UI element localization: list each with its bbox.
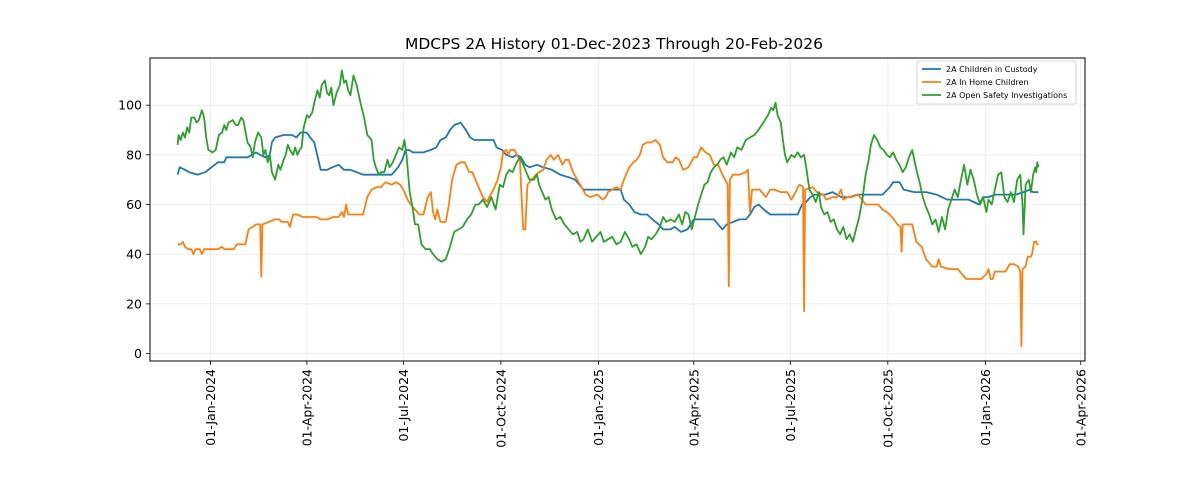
x-tick-label: 01-Jan-2024 [203, 369, 218, 446]
x-tick-label: 01-Oct-2024 [493, 369, 508, 448]
legend-label: 2A Open Safety Investigations [946, 91, 1067, 100]
x-tick-label: 01-Jan-2025 [591, 369, 606, 446]
series-lines [176, 69, 1040, 348]
y-tick-label: 40 [126, 247, 142, 262]
chart-title: MDCPS 2A History 01-Dec-2023 Through 20-… [405, 35, 823, 53]
x-tick-label: 01-Apr-2024 [299, 369, 314, 446]
x-tick-label: 01-Apr-2025 [686, 369, 701, 446]
y-tick-label: 60 [126, 197, 142, 212]
plot-frame [149, 57, 1086, 362]
legend-box [916, 60, 1077, 105]
y-tick-label: 0 [134, 346, 142, 361]
legend: 2A Children in Custody 2A In Home Childre… [916, 60, 1077, 105]
y-axis: 0 20 40 60 80 100 [118, 98, 150, 361]
series-line-2a-open-safety-investigations [176, 69, 1040, 263]
y-tick-label: 80 [126, 147, 142, 162]
series-line-2a-in-home-children [177, 139, 1039, 348]
y-tick-label: 100 [118, 98, 142, 113]
gridlines [150, 58, 1085, 361]
x-tick-label: 01-Jul-2025 [783, 369, 798, 442]
legend-label: 2A In Home Children [946, 78, 1029, 87]
x-tick-label: 01-Oct-2025 [880, 369, 895, 448]
x-tick-label: 01-Jul-2024 [396, 369, 411, 442]
series-line-2a-children-in-custody [176, 121, 1039, 233]
x-tick-label: 01-Jan-2026 [978, 369, 993, 446]
y-tick-label: 20 [126, 296, 142, 311]
x-axis: 01-Jan-2024 01-Apr-2024 01-Jul-2024 01-Oct-… [203, 361, 1088, 448]
x-tick-label: 01-Apr-2026 [1073, 369, 1088, 446]
legend-label: 2A Children in Custody [946, 65, 1038, 74]
